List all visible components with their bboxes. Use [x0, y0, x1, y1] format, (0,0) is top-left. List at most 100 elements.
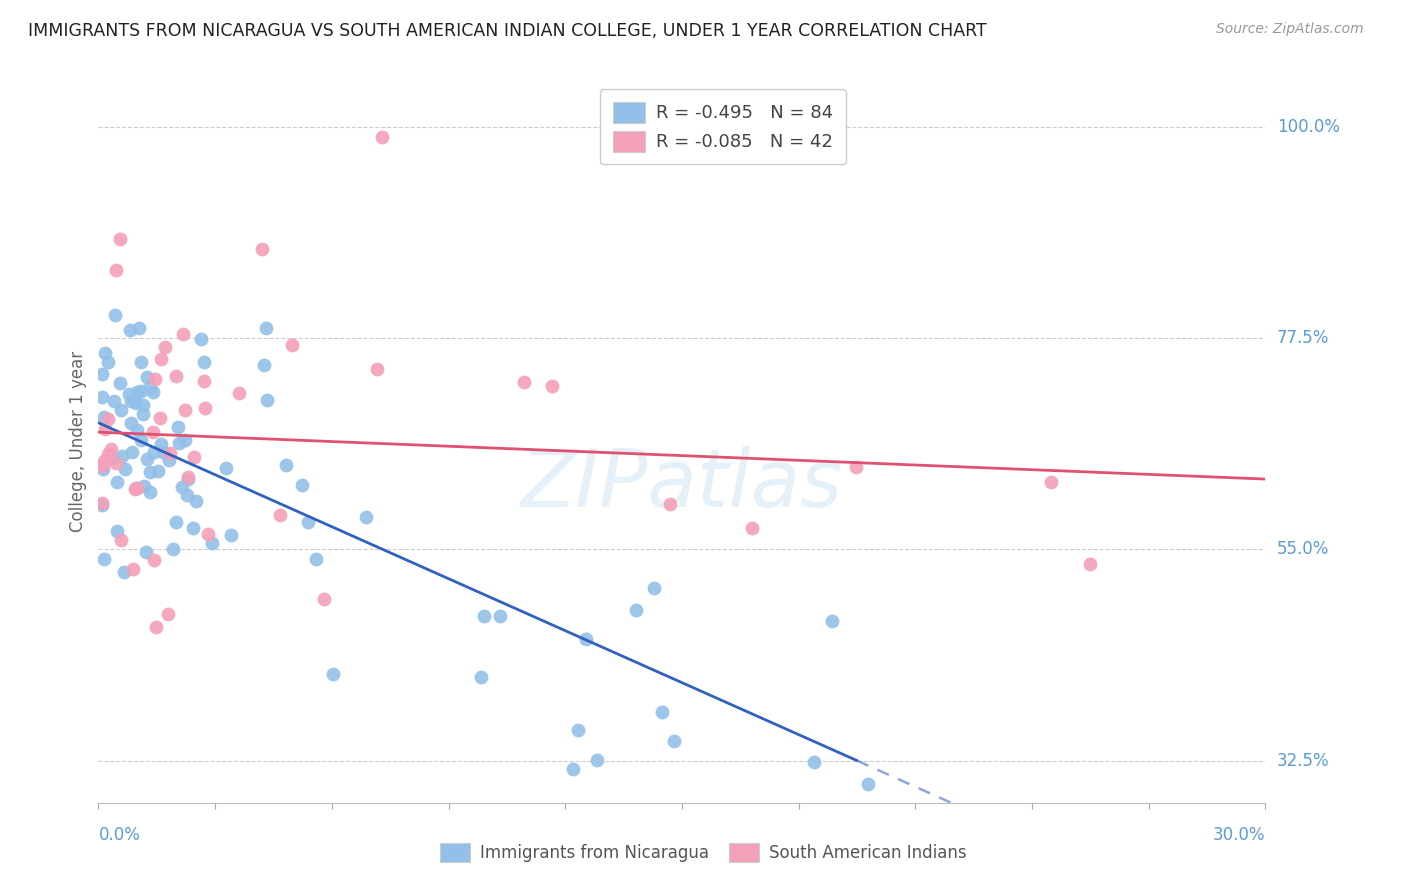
Point	[190, 333, 212, 347]
Point	[124, 482, 146, 496]
Point	[658, 497, 681, 511]
Point	[91, 459, 114, 474]
Point	[97, 411, 120, 425]
Point	[174, 433, 197, 447]
Point	[575, 632, 598, 646]
Point	[120, 417, 142, 431]
Point	[820, 614, 842, 628]
Point	[139, 465, 162, 479]
Point	[132, 399, 155, 413]
Point	[215, 460, 238, 475]
Point	[253, 359, 276, 373]
Point	[105, 475, 128, 489]
Point	[114, 462, 136, 476]
Point	[94, 422, 117, 436]
Point	[93, 410, 115, 425]
Point	[194, 401, 217, 416]
Point	[274, 458, 297, 472]
Point	[103, 393, 125, 408]
Point	[472, 608, 495, 623]
Point	[104, 262, 127, 277]
Point	[97, 355, 120, 369]
Point	[844, 460, 866, 475]
Point	[165, 515, 187, 529]
Point	[297, 515, 319, 529]
Point	[305, 552, 328, 566]
Point	[201, 536, 224, 550]
Point	[540, 379, 562, 393]
Point	[127, 423, 149, 437]
Point	[149, 411, 172, 425]
Point	[105, 524, 128, 539]
Point	[157, 453, 180, 467]
Point	[167, 420, 190, 434]
Point	[176, 470, 198, 484]
Point	[170, 480, 193, 494]
Point	[150, 351, 173, 366]
Point	[121, 445, 143, 459]
Point	[513, 375, 536, 389]
Text: 0.0%: 0.0%	[98, 826, 141, 844]
Point	[254, 321, 277, 335]
Point	[110, 376, 132, 391]
Text: 32.5%: 32.5%	[1277, 752, 1330, 770]
Point	[125, 481, 148, 495]
Point	[153, 340, 176, 354]
Point	[470, 670, 492, 684]
Point	[91, 499, 114, 513]
Point	[94, 346, 117, 360]
Point	[110, 533, 132, 547]
Point	[101, 451, 124, 466]
Point	[664, 734, 686, 748]
Point	[91, 495, 114, 509]
Point	[111, 449, 134, 463]
Point	[488, 609, 510, 624]
Point	[141, 425, 163, 440]
Point	[167, 435, 190, 450]
Point	[174, 403, 197, 417]
Point	[250, 242, 273, 256]
Point	[91, 462, 114, 476]
Point	[184, 494, 207, 508]
Text: Source: ZipAtlas.com: Source: ZipAtlas.com	[1216, 22, 1364, 37]
Point	[269, 508, 291, 523]
Point	[290, 478, 312, 492]
Text: 77.5%: 77.5%	[1277, 329, 1330, 347]
Point	[120, 323, 142, 337]
Point	[159, 446, 181, 460]
Y-axis label: College, Under 1 year: College, Under 1 year	[69, 351, 87, 533]
Point	[371, 129, 394, 144]
Point	[165, 368, 187, 383]
Point	[91, 390, 114, 404]
Point	[228, 386, 250, 401]
Point	[651, 706, 673, 720]
Point	[176, 487, 198, 501]
Point	[118, 387, 141, 401]
Point	[93, 453, 115, 467]
Point	[183, 450, 205, 464]
Text: IMMIGRANTS FROM NICARAGUA VS SOUTH AMERICAN INDIAN COLLEGE, UNDER 1 YEAR CORRELA: IMMIGRANTS FROM NICARAGUA VS SOUTH AMERI…	[28, 22, 987, 40]
Point	[256, 393, 278, 408]
Point	[112, 565, 135, 579]
Point	[136, 451, 159, 466]
Point	[143, 553, 166, 567]
Point	[585, 753, 607, 767]
Point	[135, 545, 157, 559]
Point	[105, 456, 128, 470]
Point	[281, 337, 304, 351]
Point	[100, 442, 122, 456]
Point	[162, 541, 184, 556]
Text: 30.0%: 30.0%	[1213, 826, 1265, 844]
Point	[108, 232, 131, 246]
Point	[741, 521, 763, 535]
Point	[354, 509, 377, 524]
Text: ZIPatlas: ZIPatlas	[520, 446, 844, 524]
Point	[193, 374, 215, 388]
Point	[1080, 557, 1102, 571]
Point	[567, 723, 589, 737]
Point	[131, 408, 153, 422]
Point	[1039, 475, 1062, 490]
Point	[125, 396, 148, 410]
Point	[93, 551, 115, 566]
Point	[643, 581, 665, 595]
